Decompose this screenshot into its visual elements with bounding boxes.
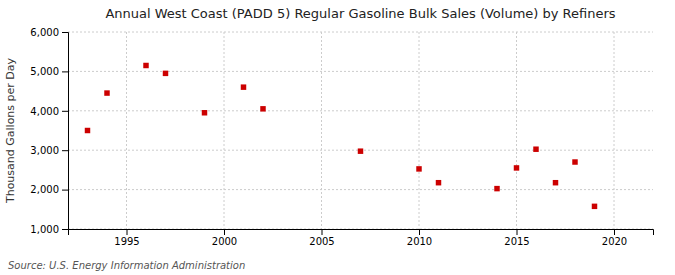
tick-label: 2005 [309,236,334,247]
tick: 5,000 [30,66,68,77]
axis-line [62,33,69,230]
tick: 2,000 [30,184,68,195]
tick-mark [224,229,225,235]
tick-mark [614,229,615,235]
title: Annual West Coast (PADD 5) Regular Gasol… [105,6,615,21]
tick-label: 3,000 [30,145,59,156]
point [436,180,441,185]
tick-label: 5,000 [30,66,59,77]
tick-label: 2015 [504,236,529,247]
point [85,128,90,133]
tick: 3,000 [30,145,68,156]
grid-line [419,32,420,229]
grid-line [614,32,615,229]
tick-label: 2,000 [30,184,59,195]
tick-mark [127,229,128,235]
tick-label: 1,000 [30,224,59,235]
grid-line [126,32,127,229]
point [202,110,207,115]
grid [68,32,653,229]
plot-area: 1995 2000 2005 2010 2015 2020 1,000 2,000 3,000 4… [30,27,653,247]
tick-label: 6,000 [30,27,59,38]
point [358,148,363,153]
tick-mark [62,150,68,151]
point [553,180,558,185]
tick: 1,000 [30,224,68,235]
grid-line [68,71,653,72]
point [416,166,421,171]
point [241,84,246,89]
point [592,204,597,209]
point [514,165,519,170]
tick-mark [322,229,323,235]
grid-line [68,110,653,111]
tick-mark [419,229,420,235]
tick: 2020 [602,229,627,247]
axis-line [69,230,654,236]
point [143,63,148,68]
point [533,146,538,151]
tick-label: 4,000 [30,106,59,117]
point [572,159,577,164]
points [85,63,597,209]
annotation: Source: U.S. Energy Information Administ… [8,260,245,271]
grid-line [68,189,653,190]
point [163,71,168,76]
tick-mark [62,71,68,72]
tick-mark [62,190,68,191]
tick: 6,000 [30,27,68,38]
tick-label: 2020 [602,236,627,247]
tick: 2010 [407,229,432,247]
tick: 2000 [212,229,237,247]
y-axis: 1,000 2,000 3,000 4,000 5,000 6,000 [30,27,68,235]
point [104,90,109,95]
tick-mark [62,229,68,230]
point [494,186,499,191]
tick: 1995 [114,229,139,247]
grid-line [68,32,653,33]
tick-label: 2000 [212,236,237,247]
grid-line [224,32,225,229]
x-axis: 1995 2000 2005 2010 2015 2020 [69,229,654,247]
grid-line [516,32,517,229]
tick: 4,000 [30,106,68,117]
grid-line [321,32,322,229]
point [260,106,265,111]
tick-mark [62,111,68,112]
tick-mark [62,32,68,33]
tick-label: 1995 [114,236,139,247]
tick-label: 2010 [407,236,432,247]
tick-mark [517,229,518,235]
tick: 2015 [504,229,529,247]
y-axis-title: Thousand Gallons per Day [4,57,17,204]
chart: 1995 2000 2005 2010 2015 2020 1,000 2,000 3,000 4… [0,0,675,275]
tick: 2005 [309,229,334,247]
